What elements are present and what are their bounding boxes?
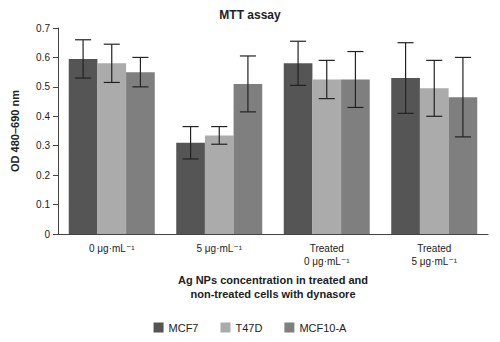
svg-text:0.7: 0.7: [36, 23, 50, 34]
svg-text:5 μg·mL⁻¹: 5 μg·mL⁻¹: [197, 243, 243, 254]
svg-text:5 μg·mL⁻¹: 5 μg·mL⁻¹: [412, 256, 458, 267]
svg-text:0.1: 0.1: [36, 199, 50, 210]
svg-text:MCF10-A: MCF10-A: [299, 322, 347, 334]
svg-text:non-treated cells with dynasor: non-treated cells with dynasore: [190, 288, 355, 300]
svg-text:Treated: Treated: [417, 243, 451, 254]
svg-text:0 μg·mL⁻¹: 0 μg·mL⁻¹: [89, 243, 135, 254]
svg-text:0: 0: [44, 229, 50, 240]
svg-text:0.3: 0.3: [36, 140, 50, 151]
svg-text:0 μg·mL⁻¹: 0 μg·mL⁻¹: [304, 256, 350, 267]
svg-text:MTT assay: MTT assay: [219, 8, 281, 22]
svg-text:0.5: 0.5: [36, 81, 50, 92]
svg-text:0.2: 0.2: [36, 170, 50, 181]
svg-text:Ag NPs concentration in treate: Ag NPs concentration in treated and: [178, 274, 368, 286]
svg-text:Treated: Treated: [310, 243, 344, 254]
svg-text:0.4: 0.4: [36, 111, 50, 122]
svg-text:T47D: T47D: [235, 322, 262, 334]
svg-text:MCF7: MCF7: [169, 322, 199, 334]
svg-text:OD 480–690 nm: OD 480–690 nm: [9, 90, 21, 172]
svg-text:0.6: 0.6: [36, 52, 50, 63]
